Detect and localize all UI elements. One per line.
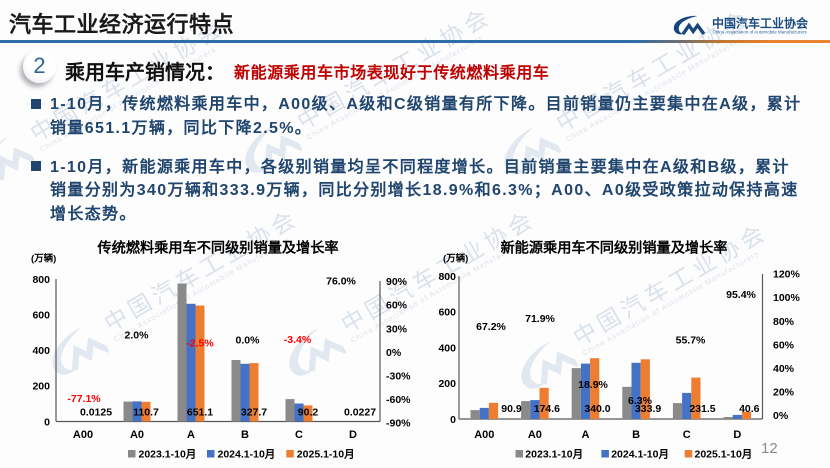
svg-text:340.0: 340.0	[584, 403, 610, 415]
svg-text:231.5: 231.5	[689, 403, 715, 415]
svg-text:2024.1-10月: 2024.1-10月	[611, 448, 669, 460]
svg-text:D: D	[349, 429, 357, 441]
svg-text:400: 400	[438, 342, 456, 354]
svg-text:800: 800	[32, 274, 50, 286]
svg-text:120%: 120%	[773, 269, 801, 281]
svg-text:B: B	[632, 429, 640, 441]
svg-text:-60%: -60%	[386, 394, 411, 406]
svg-text:中国汽车工业协会: 中国汽车工业协会	[712, 16, 809, 31]
svg-text:100%: 100%	[773, 292, 801, 304]
svg-text:新能源乘用车不同级别销量及增长率: 新能源乘用车不同级别销量及增长率	[500, 240, 727, 257]
svg-text:600: 600	[32, 309, 50, 321]
svg-text:200: 200	[438, 378, 456, 390]
svg-text:(万辆): (万辆)	[443, 253, 468, 265]
svg-text:0%: 0%	[773, 410, 789, 422]
svg-text:110.7: 110.7	[133, 407, 159, 419]
svg-text:A0: A0	[130, 429, 144, 441]
svg-text:90.9: 90.9	[501, 403, 522, 415]
svg-text:30%: 30%	[386, 323, 408, 335]
svg-text:80%: 80%	[773, 316, 795, 328]
svg-text:2025.1-10月: 2025.1-10月	[297, 448, 355, 460]
svg-text:2023.1-10月: 2023.1-10月	[139, 448, 197, 460]
svg-text:327.7: 327.7	[241, 407, 267, 419]
svg-text:800: 800	[438, 271, 456, 283]
svg-text:0.0125: 0.0125	[80, 407, 112, 419]
svg-text:55.7%: 55.7%	[676, 335, 706, 347]
svg-text:40.6: 40.6	[739, 403, 760, 415]
svg-text:-77.1%: -77.1%	[67, 393, 101, 405]
svg-text:0%: 0%	[386, 347, 402, 359]
svg-text:20%: 20%	[773, 387, 795, 399]
svg-text:174.6: 174.6	[534, 403, 560, 415]
svg-text:0: 0	[44, 416, 50, 428]
svg-text:C: C	[683, 429, 691, 441]
svg-text:2024.1-10月: 2024.1-10月	[218, 448, 276, 460]
svg-text:0: 0	[450, 414, 456, 426]
svg-text:2025.1-10月: 2025.1-10月	[695, 448, 753, 460]
svg-text:6.3%: 6.3%	[628, 395, 653, 407]
svg-text:-30%: -30%	[386, 370, 411, 382]
svg-text:2023.1-10月: 2023.1-10月	[525, 448, 583, 460]
svg-text:传统燃料乘用车不同级别销量及增长率: 传统燃料乘用车不同级别销量及增长率	[96, 240, 338, 257]
svg-text:76.0%: 76.0%	[326, 276, 356, 288]
svg-text:A00: A00	[73, 429, 93, 441]
svg-text:400: 400	[32, 345, 50, 357]
svg-text:67.2%: 67.2%	[476, 321, 506, 333]
svg-text:90%: 90%	[386, 276, 408, 288]
svg-text:60%: 60%	[386, 300, 408, 312]
svg-text:-2.5%: -2.5%	[186, 338, 214, 350]
svg-text:A: A	[187, 429, 195, 441]
svg-text:200: 200	[32, 381, 50, 393]
svg-text:(万辆): (万辆)	[31, 253, 56, 265]
svg-text:0.0227: 0.0227	[344, 407, 376, 419]
svg-text:A0: A0	[528, 429, 542, 441]
svg-text:60%: 60%	[773, 339, 795, 351]
svg-text:A00: A00	[474, 429, 494, 441]
svg-text:95.4%: 95.4%	[726, 289, 756, 301]
svg-text:90.2: 90.2	[298, 407, 319, 419]
svg-text:-90%: -90%	[386, 418, 411, 430]
svg-text:333.9: 333.9	[635, 403, 661, 415]
svg-text:C: C	[295, 429, 303, 441]
svg-text:600: 600	[438, 307, 456, 319]
svg-text:651.1: 651.1	[187, 407, 213, 419]
svg-text:71.9%: 71.9%	[525, 313, 555, 325]
svg-text:China Association of Automobil: China Association of Automobile Manufact…	[713, 30, 808, 35]
svg-text:B: B	[241, 429, 249, 441]
svg-text:40%: 40%	[773, 363, 795, 375]
svg-text:18.9%: 18.9%	[578, 379, 608, 391]
svg-text:D: D	[733, 429, 741, 441]
svg-text:2.0%: 2.0%	[125, 330, 150, 342]
svg-text:A: A	[582, 429, 590, 441]
svg-text:-3.4%: -3.4%	[284, 334, 312, 346]
svg-text:0.0%: 0.0%	[236, 335, 261, 347]
